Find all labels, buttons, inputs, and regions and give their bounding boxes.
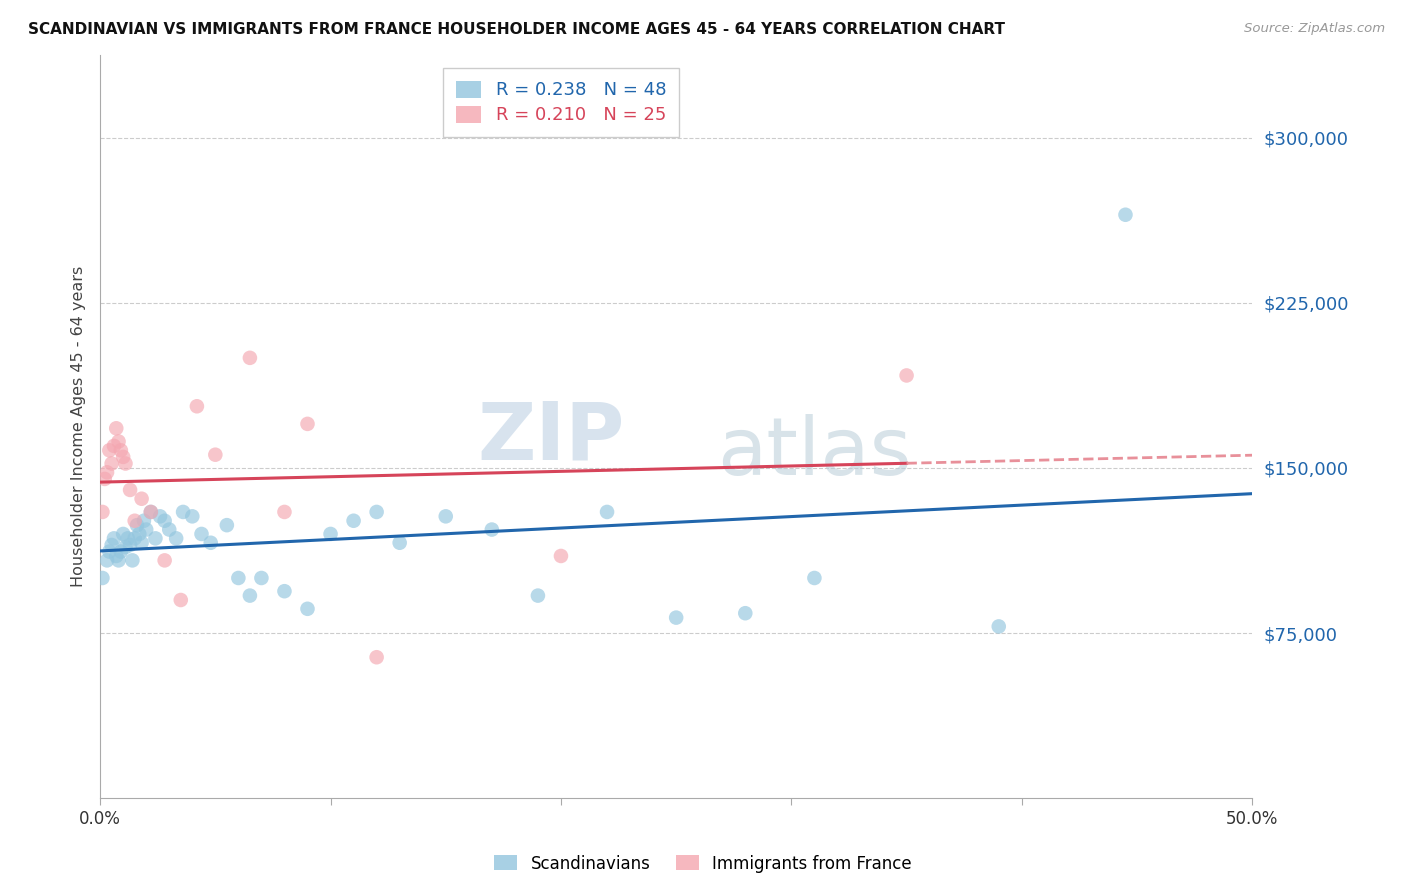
Point [297, 602, 319, 616]
Y-axis label: Householder Income Ages 45 - 64 years: Householder Income Ages 45 - 64 years [72, 266, 86, 587]
Point [120, 483, 142, 497]
Text: ZIP: ZIP [477, 399, 624, 477]
Point [145, 532, 167, 546]
Point [124, 514, 146, 528]
Point [319, 527, 342, 541]
Point [186, 399, 208, 413]
Point [135, 523, 157, 537]
Point [91, 505, 114, 519]
Point [96, 466, 118, 480]
Point [596, 505, 619, 519]
Point [93, 472, 115, 486]
Point [153, 553, 176, 567]
Point [131, 535, 153, 549]
Text: SCANDINAVIAN VS IMMIGRANTS FROM FRANCE HOUSEHOLDER INCOME AGES 45 - 64 YEARS COR: SCANDINAVIAN VS IMMIGRANTS FROM FRANCE H… [28, 22, 1005, 37]
Point [91, 571, 114, 585]
Point [139, 505, 162, 519]
Point [121, 553, 143, 567]
Point [153, 514, 176, 528]
Point [124, 532, 146, 546]
Legend: R = 0.238   N = 48, R = 0.210   N = 25: R = 0.238 N = 48, R = 0.210 N = 25 [443, 68, 679, 137]
Text: atlas: atlas [717, 414, 911, 491]
Point [297, 417, 319, 431]
Point [273, 584, 295, 599]
Point [342, 514, 364, 528]
Point [105, 549, 128, 563]
Point [239, 589, 262, 603]
Point [105, 421, 128, 435]
Point [103, 439, 125, 453]
Point [388, 535, 411, 549]
Point [734, 606, 756, 620]
Point [128, 527, 150, 541]
Point [131, 491, 153, 506]
Point [112, 527, 135, 541]
Point [114, 457, 136, 471]
Text: Source: ZipAtlas.com: Source: ZipAtlas.com [1244, 22, 1385, 36]
Point [110, 443, 132, 458]
Point [215, 518, 238, 533]
Point [172, 505, 194, 519]
Point [98, 544, 121, 558]
Point [165, 532, 187, 546]
Point [239, 351, 262, 365]
Point [200, 535, 222, 549]
Point [434, 509, 457, 524]
Point [107, 553, 129, 567]
Point [125, 518, 148, 533]
Point [987, 619, 1010, 633]
Point [190, 527, 212, 541]
Legend: Scandinavians, Immigrants from France: Scandinavians, Immigrants from France [488, 848, 918, 880]
Point [132, 514, 155, 528]
Point [550, 549, 572, 563]
Point [170, 593, 193, 607]
Point [366, 505, 388, 519]
Point [527, 589, 550, 603]
Point [110, 544, 132, 558]
Point [228, 571, 250, 585]
Point [120, 538, 142, 552]
Point [665, 610, 688, 624]
Point [139, 505, 162, 519]
Point [112, 450, 135, 464]
Point [117, 532, 139, 546]
Point [100, 538, 122, 552]
Point [250, 571, 273, 585]
Point [896, 368, 918, 383]
Point [100, 457, 122, 471]
Point [157, 523, 180, 537]
Point [103, 532, 125, 546]
Point [366, 650, 388, 665]
Point [96, 553, 118, 567]
Point [114, 540, 136, 554]
Point [273, 505, 295, 519]
Point [149, 509, 172, 524]
Point [803, 571, 825, 585]
Point [107, 434, 129, 449]
Point [204, 448, 226, 462]
Point [1114, 208, 1136, 222]
Point [481, 523, 503, 537]
Point [98, 443, 121, 458]
Point [181, 509, 204, 524]
